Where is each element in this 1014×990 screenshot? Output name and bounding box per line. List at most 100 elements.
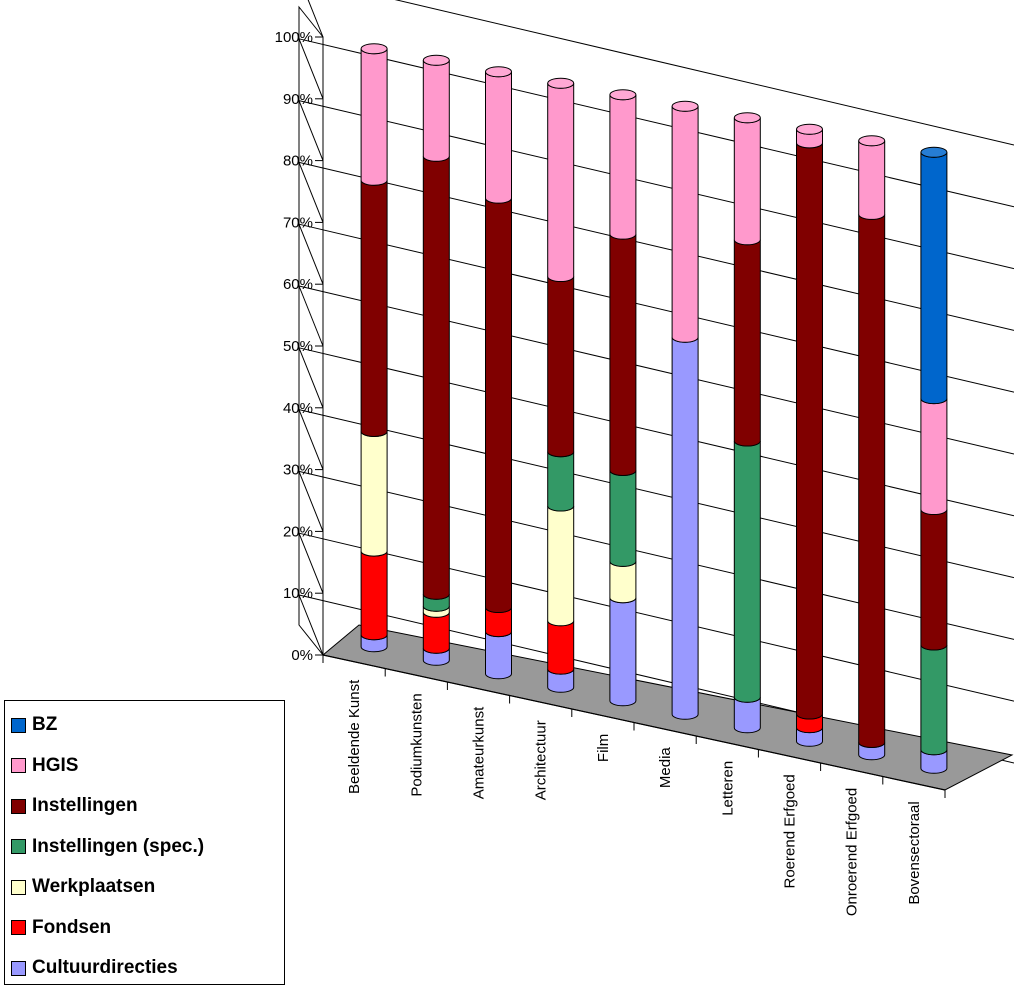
bar-segment-film-hgis (609, 94, 637, 240)
gridline-back-5 (298, 285, 1014, 455)
legend-swatch-cultuurdirecties (11, 960, 26, 976)
gridline-left-7 (298, 162, 324, 223)
bar-segment-beeldende-kunst-fondsen (360, 550, 388, 641)
bar-cap-podiumkunsten (422, 54, 450, 66)
bar-roerend-erfgoed (796, 123, 823, 747)
bar-segment-amateurkunst-instellingen (485, 198, 512, 614)
gridline-left-4 (298, 347, 324, 408)
legend-label-bz: BZ (32, 714, 58, 736)
gridline-back-6 (298, 223, 1014, 393)
bar-segment-onroerend-erfgoed-hgis (858, 140, 886, 220)
bar-podiumkunsten (422, 54, 450, 666)
legend-label-hgis: HGIS (32, 754, 79, 776)
bar-cap-amateurkunst (485, 66, 512, 78)
legend-label-instellingen-spec: Instellingen (spec.) (32, 835, 205, 857)
bar-cap-film (609, 89, 637, 101)
gridline-back-1 (298, 532, 1014, 702)
bar-segment-roerend-erfgoed-instellingen (796, 142, 823, 720)
bar-segment-media-hgis (671, 106, 699, 343)
legend-label-cultuurdirecties: Cultuurdirecties (32, 957, 178, 979)
bars (360, 43, 948, 774)
bar-cap-letteren (733, 112, 761, 124)
ytick-label-7: 70% (283, 214, 313, 231)
legend-item-fondsen: Fondsen (11, 908, 284, 949)
bar-bovensectoraal (920, 146, 948, 774)
bar-beeldende-kunst (360, 43, 388, 653)
gridline-back-2 (298, 470, 1014, 640)
bar-cap-onroerend-erfgoed (858, 135, 886, 147)
bar-segment-beeldende-kunst-hgis (360, 48, 388, 186)
legend-swatch-bz (11, 717, 26, 733)
category-label-bovensectoraal: Bovensectoraal (906, 801, 923, 904)
category-label-podiumkunsten: Podiumkunsten (408, 693, 425, 796)
legend-swatch-instellingen (11, 798, 26, 814)
ytick-label-9: 90% (283, 91, 313, 108)
category-label-architectuur: Architectuur (533, 720, 550, 800)
bar-segment-film-werkplaatsen (609, 561, 637, 604)
legend-item-werkplaatsen: Werkplaatsen (11, 867, 284, 908)
bar-cap-media (671, 100, 699, 112)
bar-segment-amateurkunst-hgis (485, 71, 512, 204)
bar-architectuur (547, 77, 575, 693)
gridline-left-6 (298, 224, 324, 285)
legend-item-instellingen-spec: Instellingen (spec.) (11, 827, 284, 868)
legend-label-werkplaatsen: Werkplaatsen (32, 876, 156, 898)
bar-amateurkunst (485, 66, 512, 680)
bar-segment-beeldende-kunst-werkplaatsen (360, 431, 388, 557)
bar-segment-beeldende-kunst-instellingen (360, 180, 388, 437)
legend: BZ HGIS Instellingen Instellingen (spec.… (4, 700, 285, 985)
bar-segment-onroerend-erfgoed-instellingen (858, 214, 886, 748)
gridline-back-9 (298, 38, 1014, 208)
bar-segment-film-cultuurdirecties (609, 597, 637, 707)
category-label-amateurkunst: Amateurkunst (471, 706, 488, 799)
x-axis-labels: Beeldende Kunst Podiumkunsten Amateurkunst… (346, 679, 923, 916)
category-label-film: Film (595, 734, 612, 762)
bar-segment-architectuur-fondsen (547, 620, 575, 675)
bar-segment-architectuur-instellingen-spec (547, 451, 575, 512)
legend-swatch-hgis (11, 758, 26, 774)
gridline-left-10 (307, 0, 324, 38)
gridline-left-1 (298, 533, 324, 594)
bar-segment-podiumkunsten-fondsen (422, 612, 450, 654)
ytick-label-2: 20% (283, 523, 313, 540)
gridline-left-9 (298, 38, 324, 99)
gridline-left-5 (298, 285, 324, 347)
bar-segment-letteren-hgis (733, 117, 761, 246)
gridline-back-7 (298, 161, 1014, 331)
bar-segment-bovensectoraal-instellingen (920, 509, 948, 651)
left-wall (298, 5, 324, 657)
bar-segment-bovensectoraal-bz (920, 152, 948, 405)
gridline-left-8 (298, 100, 324, 161)
legend-label-fondsen: Fondsen (32, 916, 112, 938)
ytick-label-0: 0% (291, 647, 313, 664)
bar-segment-architectuur-instellingen (547, 276, 575, 458)
bar-segment-letteren-instellingen-spec (733, 440, 761, 703)
bar-cap-architectuur (547, 77, 575, 89)
bar-letteren (733, 112, 761, 734)
legend-item-cultuurdirecties: Cultuurdirecties (11, 948, 284, 989)
chart-walls (298, 5, 324, 657)
category-label-roerend-erfgoed: Roerend Erfgoed (782, 774, 799, 888)
bar-segment-podiumkunsten-instellingen (422, 156, 450, 600)
bar-segment-amateurkunst-cultuurdirecties (485, 631, 512, 680)
bar-segment-media-cultuurdirecties (671, 337, 699, 720)
legend-swatch-instellingen-spec (11, 839, 26, 855)
bar-segment-architectuur-werkplaatsen (547, 505, 575, 627)
legend-item-instellingen: Instellingen (11, 786, 284, 827)
ytick-label-5: 50% (283, 338, 313, 355)
bar-segment-architectuur-hgis (547, 83, 575, 283)
bar-media (671, 100, 699, 720)
ytick-label-4: 40% (283, 400, 313, 417)
category-label-onroerend-erfgoed: Onroerend Erfgoed (844, 788, 861, 916)
y-axis-ticks: 0% 10% 20% 30% 40% 50% 60% 70% 80% 90% 100% (275, 29, 323, 664)
bar-cap-roerend-erfgoed (796, 123, 823, 135)
bar-onroerend-erfgoed (858, 135, 886, 761)
bar-segment-bovensectoraal-hgis (920, 398, 948, 516)
ytick-label-3: 30% (283, 462, 313, 479)
ytick-label-6: 60% (283, 276, 313, 293)
bar-segment-bovensectoraal-instellingen-spec (920, 644, 948, 756)
ytick-label-10: 100% (275, 29, 313, 46)
ytick-label-1: 10% (283, 585, 313, 602)
bar-segment-letteren-instellingen (733, 239, 761, 447)
